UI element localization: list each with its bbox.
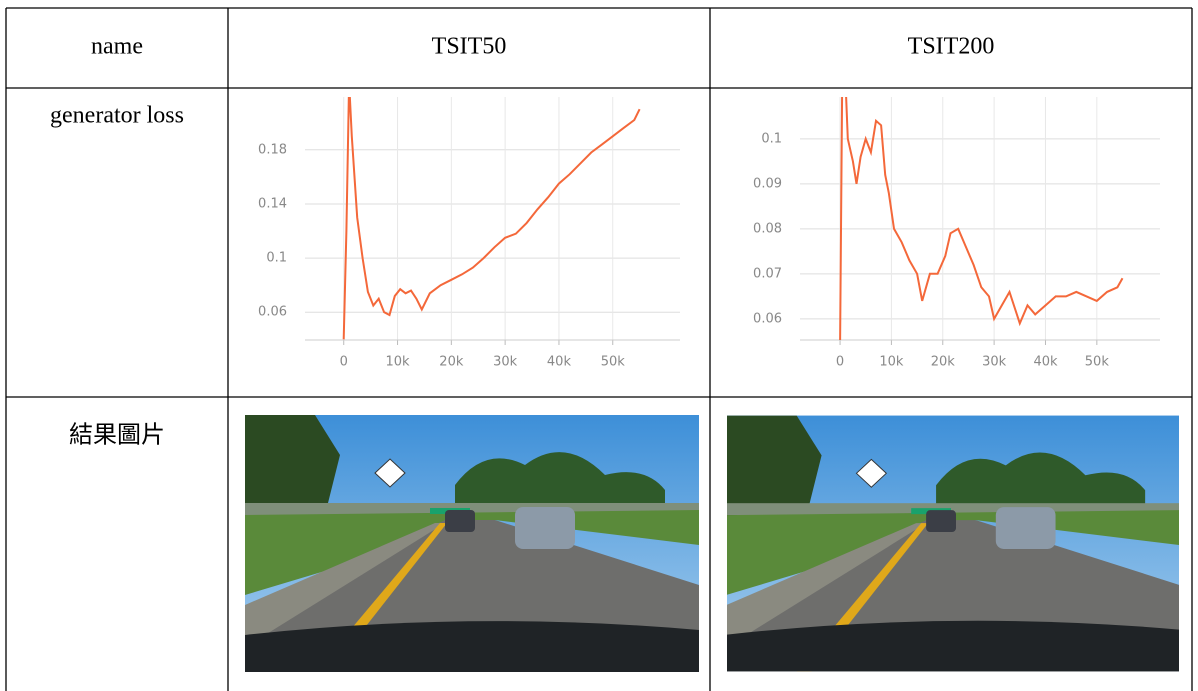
x-tick-label: 20k	[439, 355, 464, 370]
page: name TSIT50 TSIT200 generator loss 結果圖片 …	[0, 0, 1198, 691]
line-chart: 0.06 0.07 0.08 0.09 0.1 0 10k 20k 30k 40k 50k	[753, 49, 1160, 370]
y-tick-label: 0.18	[258, 142, 287, 157]
x-tick-label: 0	[836, 355, 844, 370]
header-cell: TSIT50	[432, 34, 507, 60]
x-tick-label: 30k	[982, 355, 1007, 370]
y-tick-label: 0.07	[753, 266, 782, 281]
line-chart: 0.06 0.1 0.14 0.18 0 10k 20k 30k 40k 50k	[258, 82, 680, 369]
result-image	[245, 415, 699, 672]
y-tick-label: 0.1	[266, 251, 287, 266]
y-tick-label: 0.08	[753, 221, 782, 236]
x-tick-label: 0	[340, 355, 348, 370]
x-tick-label: 10k	[879, 355, 904, 370]
x-tick-label: 30k	[493, 355, 518, 370]
y-tick-label: 0.09	[753, 176, 782, 191]
y-tick-label: 0.1	[761, 131, 782, 146]
x-tick-label: 50k	[601, 355, 626, 370]
loss-line	[840, 49, 1122, 342]
row-label: 結果圖片	[69, 422, 165, 449]
header-cell: name	[91, 34, 143, 60]
result-image	[727, 416, 1179, 672]
x-tick-label: 10k	[386, 355, 411, 370]
loss-line	[344, 82, 640, 339]
x-tick-label: 50k	[1085, 355, 1110, 370]
header-cell: TSIT200	[908, 34, 995, 60]
x-tick-label: 40k	[547, 355, 572, 370]
document-table: name TSIT50 TSIT200 generator loss 結果圖片 …	[0, 0, 1198, 691]
x-tick-label: 20k	[931, 355, 956, 370]
y-tick-label: 0.06	[258, 305, 287, 320]
x-tick-label: 40k	[1033, 355, 1058, 370]
y-tick-label: 0.14	[258, 196, 287, 211]
y-tick-label: 0.06	[753, 311, 782, 326]
row-label: generator loss	[50, 103, 184, 129]
